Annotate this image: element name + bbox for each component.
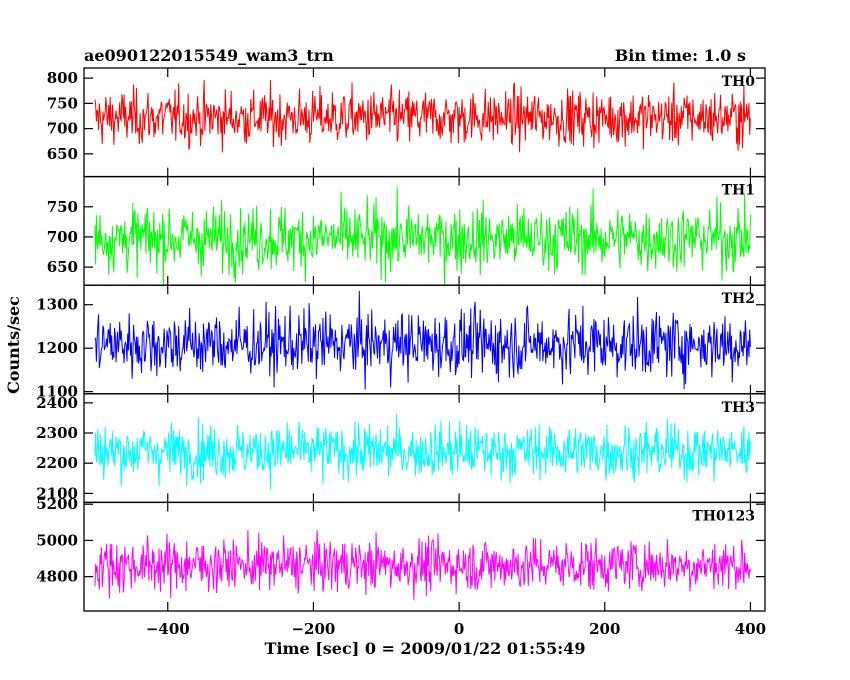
- y-tick-label: 700: [47, 228, 78, 246]
- y-tick-label: 2200: [36, 454, 78, 472]
- series-line-th3: [94, 413, 751, 490]
- panel-frame: [83, 501, 766, 612]
- y-tick-label: 2300: [36, 424, 78, 442]
- y-tick-label: 2100: [36, 484, 78, 502]
- x-tick-label: 0: [454, 620, 464, 638]
- x-axis-label: Time [sec] 0 = 2009/01/22 01:55:49: [265, 639, 586, 658]
- x-tick-label: −400: [146, 620, 190, 638]
- panel-label-th0123: TH0123: [692, 508, 755, 524]
- y-tick-label: 750: [47, 94, 78, 112]
- series-line-th0123: [94, 529, 751, 600]
- x-tick-label: −200: [291, 620, 335, 638]
- series-line-th0: [94, 79, 751, 153]
- y-tick-label: 4800: [36, 568, 78, 586]
- y-tick-label: 800: [47, 69, 78, 87]
- y-tick-label: 1200: [36, 339, 78, 357]
- y-tick-label: 1100: [36, 383, 78, 401]
- panel-th0: 650 700 750 800 TH0: [47, 67, 766, 178]
- series-line-th2: [94, 290, 751, 390]
- y-tick-label: 750: [47, 198, 78, 216]
- x-axis: −400 −200 0 200 400: [146, 620, 766, 638]
- panel-th3: 2100 2200 2300 2400 TH3: [36, 393, 766, 504]
- y-tick-label: 1300: [36, 296, 78, 314]
- x-tick-label: 200: [589, 620, 620, 638]
- panel-label-th3: TH3: [722, 400, 755, 416]
- y-tick-label: 5000: [36, 531, 78, 549]
- panel-th0123: 4800 5000 5200 TH0123: [36, 495, 766, 612]
- panel-th1: 650 700 750 TH1: [47, 175, 766, 286]
- y-axis-label: Counts/sec: [4, 296, 23, 394]
- series-line-th1: [94, 186, 751, 286]
- x-tick-label: 400: [735, 620, 766, 638]
- y-tick-label: 700: [47, 120, 78, 138]
- panel-label-th0: TH0: [722, 74, 756, 90]
- panel-frame: [83, 175, 766, 286]
- panel-label-th1: TH1: [722, 183, 755, 199]
- y-tick-label: 5200: [36, 495, 78, 513]
- y-tick-label: 650: [47, 145, 78, 163]
- y-tick-label: 650: [47, 258, 78, 276]
- panel-th2: 1100 1200 1300 TH2: [36, 284, 766, 401]
- panel-label-th2: TH2: [722, 291, 755, 307]
- bin-time-label: Bin time: 1.0 s: [615, 46, 746, 65]
- panels-group: 650 700 750 800 TH0 650 700 750 TH1 1100 1200 1300 T…: [36, 67, 766, 612]
- y-tick-label: 2400: [36, 394, 78, 412]
- chart-title: ae090122015549_wam3_trn: [84, 46, 334, 65]
